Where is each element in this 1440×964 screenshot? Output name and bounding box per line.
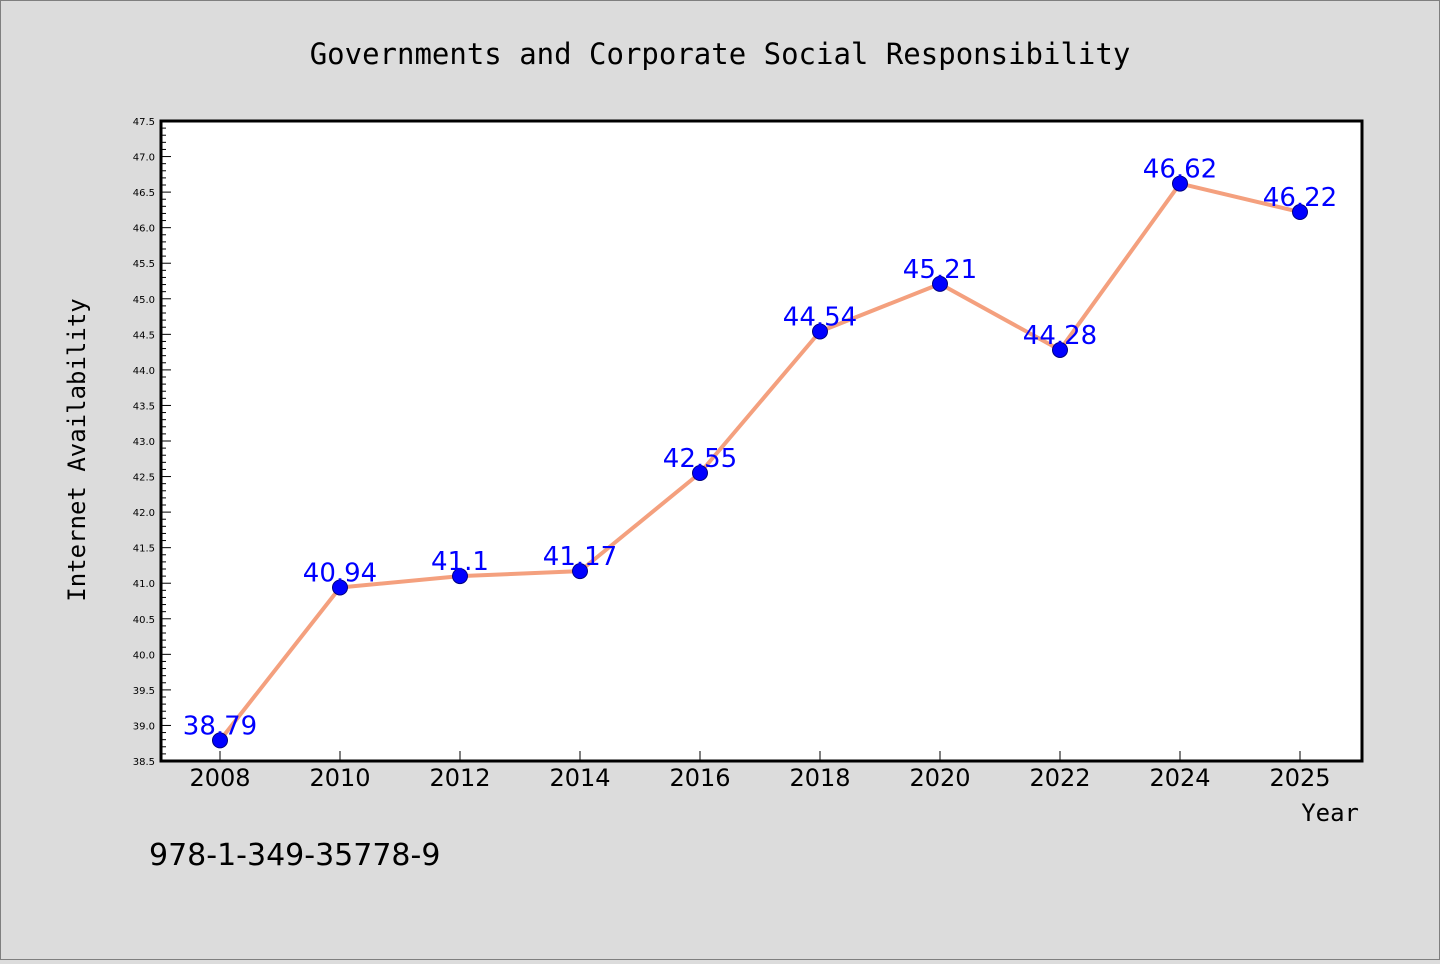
y-tick-label: 46.0 — [133, 224, 155, 235]
y-tick-label: 45.0 — [133, 295, 155, 306]
x-tick-label: 2014 — [549, 764, 610, 792]
data-points — [212, 175, 1308, 749]
x-tick-label: 2012 — [429, 764, 490, 792]
x-axis-label: Year — [1301, 799, 1359, 827]
data-point-label: 41.17 — [543, 542, 617, 572]
data-point-label: 46.62 — [1143, 155, 1217, 185]
y-axis-label: Internet Availability — [63, 298, 91, 601]
data-point-marker — [812, 323, 828, 340]
data-point-marker — [692, 465, 708, 481]
x-tick-label: 2025 — [1269, 764, 1330, 792]
data-point-label: 41.1 — [431, 547, 489, 577]
data-point-marker — [932, 275, 948, 292]
data-point-label: 46.22 — [1263, 183, 1337, 213]
chart-title: Governments and Corporate Social Respons… — [310, 37, 1131, 71]
data-point-label: 38.79 — [183, 711, 257, 741]
y-tick-label: 41.0 — [133, 579, 155, 590]
data-point-marker — [572, 563, 588, 580]
y-tick-label: 46.5 — [133, 188, 155, 199]
data-point-label: 42.55 — [663, 444, 737, 474]
plot-area — [161, 121, 1362, 761]
y-tick-label: 38.5 — [133, 757, 155, 768]
x-tick-label: 2024 — [1149, 764, 1210, 792]
isbn-footer: 978-1-349-35778-9 — [149, 838, 440, 873]
x-tick-label: 2010 — [309, 764, 370, 792]
y-tick-label: 43.0 — [133, 437, 155, 448]
y-tick-label: 41.5 — [133, 544, 155, 555]
data-point-marker — [1292, 204, 1308, 221]
plot-frame — [159, 119, 1364, 763]
x-tick-label: 2016 — [669, 764, 730, 792]
data-point-label: 44.28 — [1023, 321, 1097, 351]
data-point-marker — [452, 568, 468, 585]
y-tick-label: 40.5 — [133, 615, 155, 626]
data-point-marker — [212, 732, 228, 749]
data-point-marker — [1052, 341, 1068, 358]
x-tick-label: 2018 — [789, 764, 850, 792]
data-point-marker — [1172, 175, 1188, 192]
y-tick-label: 45.5 — [133, 259, 155, 270]
data-point-label: 44.54 — [783, 302, 857, 332]
x-tick-label: 2008 — [189, 764, 250, 792]
y-tick-label: 47.0 — [133, 153, 155, 164]
data-labels: 38.79 40.94 41.1 41.17 42.55 44.54 45.21 44.28 4… — [183, 155, 1337, 742]
x-tick-label: 2022 — [1029, 764, 1090, 792]
data-point-marker — [332, 579, 348, 596]
y-tick-label: 47.5 — [133, 117, 155, 128]
y-tick-label: 43.5 — [133, 401, 155, 412]
x-tick-label: 2020 — [909, 764, 970, 792]
x-axis: 2008 2010 2012 2014 2016 2018 2020 2022 2024 2025 — [189, 751, 1331, 792]
y-tick-label: 42.5 — [133, 473, 155, 484]
y-tick-label: 44.5 — [133, 330, 155, 341]
y-tick-label: 44.0 — [133, 366, 155, 377]
data-point-label: 45.21 — [903, 255, 977, 285]
y-tick-label: 40.0 — [133, 650, 155, 661]
data-point-label: 40.94 — [303, 558, 377, 588]
y-tick-label: 39.5 — [133, 686, 155, 697]
series-line — [218, 181, 1302, 743]
y-tick-label: 42.0 — [133, 508, 155, 519]
y-tick-label: 39.0 — [133, 721, 155, 732]
